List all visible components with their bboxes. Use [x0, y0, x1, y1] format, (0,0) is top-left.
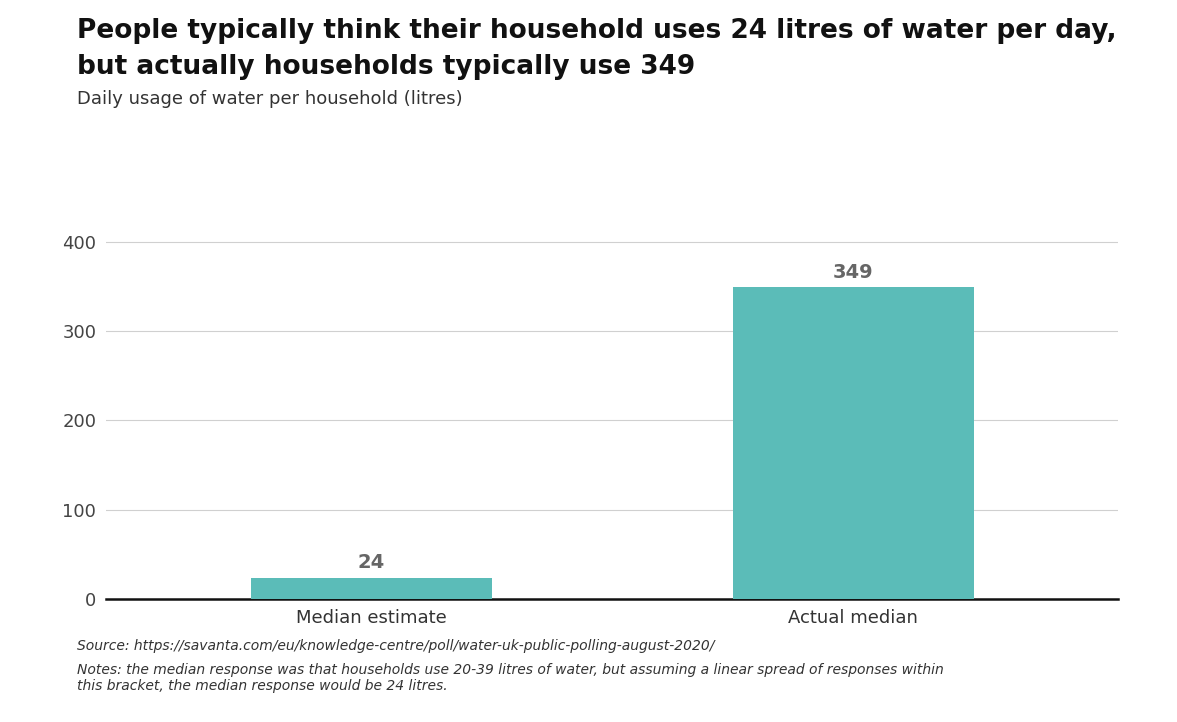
Text: 24: 24 — [358, 554, 385, 573]
Bar — [251, 578, 492, 599]
Text: 349: 349 — [833, 263, 873, 282]
Bar — [732, 287, 973, 599]
Text: Source: https://savanta.com/eu/knowledge-centre/poll/water-uk-public-polling-aug: Source: https://savanta.com/eu/knowledge… — [77, 639, 714, 653]
Text: People typically think their household uses 24 litres of water per day,: People typically think their household u… — [77, 18, 1116, 44]
Text: Daily usage of water per household (litres): Daily usage of water per household (litr… — [77, 90, 463, 108]
Text: but actually households typically use 349: but actually households typically use 34… — [77, 54, 694, 80]
Text: Notes: the median response was that households use 20-39 litres of water, but as: Notes: the median response was that hous… — [77, 663, 943, 693]
